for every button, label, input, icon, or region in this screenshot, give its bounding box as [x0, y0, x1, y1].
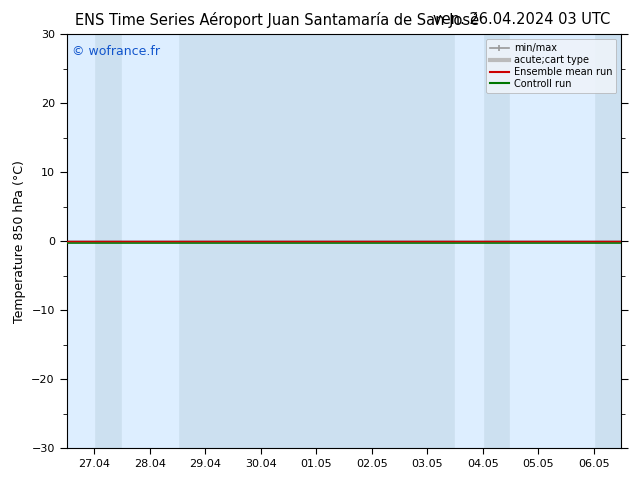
Bar: [566, 34, 593, 448]
Text: © wofrance.fr: © wofrance.fr: [72, 45, 160, 58]
Y-axis label: Temperature 850 hPa (°C): Temperature 850 hPa (°C): [13, 160, 26, 323]
Legend: min/max, acute;cart type, Ensemble mean run, Controll run: min/max, acute;cart type, Ensemble mean …: [486, 39, 616, 93]
Bar: [122, 34, 178, 448]
Text: ven. 26.04.2024 03 UTC: ven. 26.04.2024 03 UTC: [433, 12, 610, 27]
Bar: [67, 34, 94, 448]
Bar: [455, 34, 482, 448]
Bar: [510, 34, 566, 448]
Text: ENS Time Series Aéroport Juan Santamaría de San José: ENS Time Series Aéroport Juan Santamaría…: [75, 12, 479, 28]
